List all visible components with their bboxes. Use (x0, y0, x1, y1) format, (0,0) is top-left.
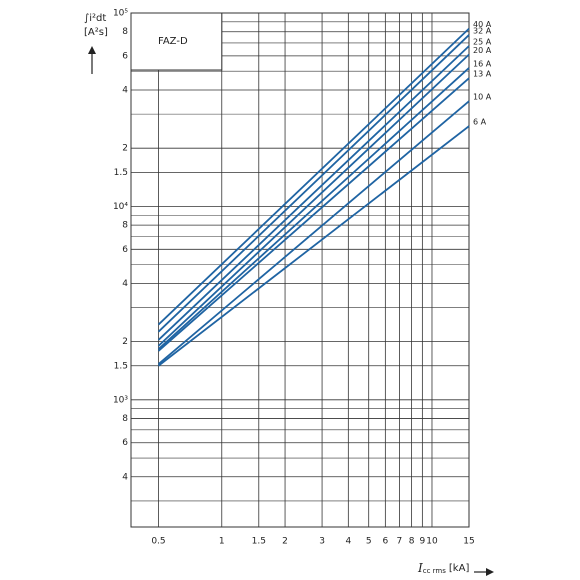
y-axis-label: [A²s] (84, 27, 108, 38)
y-tick-label: 6 (122, 51, 128, 61)
y-tick-label: 2 (122, 337, 128, 347)
x-tick-label: 3 (319, 537, 325, 547)
x-axis-subscript: cc rms (423, 567, 446, 575)
x-arrow-head (486, 568, 494, 576)
x-tick-label: 15 (463, 537, 474, 547)
series-label: 40 A (473, 20, 492, 29)
series-line (157, 34, 470, 333)
y-tick-label: 6 (122, 438, 128, 448)
annotation-box (130, 12, 223, 71)
x-axis-unit: [kA] (449, 563, 470, 574)
series-label: 10 A (473, 93, 492, 102)
y-tick-label: 10⁵ (113, 9, 128, 19)
series-label: 25 A (473, 38, 492, 47)
x-tick-label: 5 (366, 537, 372, 547)
x-tick-label: 9 (419, 537, 425, 547)
x-tick-label: 2 (282, 537, 288, 547)
x-tick-label: 1.5 (252, 537, 266, 547)
series-line (157, 27, 470, 326)
x-tick-label: 7 (397, 537, 403, 547)
x-axis-symbol: I (417, 561, 423, 575)
y-tick-label: 10⁴ (113, 202, 128, 212)
y-tick-label: 4 (122, 85, 128, 95)
series-label: 13 A (473, 70, 492, 79)
series-line (157, 45, 470, 341)
x-tick-label: 0.5 (151, 537, 165, 547)
y-tick-label: 4 (122, 279, 128, 289)
series-label: 32 A (473, 26, 492, 35)
series-line (157, 53, 470, 347)
y-tick-label: 10³ (113, 395, 128, 405)
series-label: 16 A (473, 59, 492, 68)
y-arrow-head (88, 46, 96, 54)
annotation: FAZ-D (158, 36, 188, 47)
y-tick-label: 8 (122, 414, 128, 424)
x-tick-label: 4 (345, 537, 351, 547)
series-line (157, 100, 470, 365)
series-line (157, 77, 470, 352)
y-tick-label: 1.5 (114, 361, 128, 371)
y-axis-label: ∫i²dt (84, 13, 106, 24)
x-tick-label: 8 (409, 537, 415, 547)
y-tick-label: 6 (122, 245, 128, 255)
y-tick-label: 4 (122, 472, 128, 482)
y-tick-label: 2 (122, 144, 128, 154)
x-tick-label: 6 (382, 537, 388, 547)
x-tick-label: 10 (426, 537, 438, 547)
y-tick-label: 1.5 (114, 168, 128, 178)
series-line (157, 125, 470, 367)
series-label: 20 A (473, 46, 492, 55)
series-label: 6 A (473, 118, 487, 127)
y-tick-label: 8 (122, 221, 128, 231)
y-tick-label: 8 (122, 27, 128, 37)
x-tick-label: 1 (219, 537, 225, 547)
x-axis-label: Icc rms [kA] (417, 561, 469, 576)
series-line (157, 67, 470, 350)
